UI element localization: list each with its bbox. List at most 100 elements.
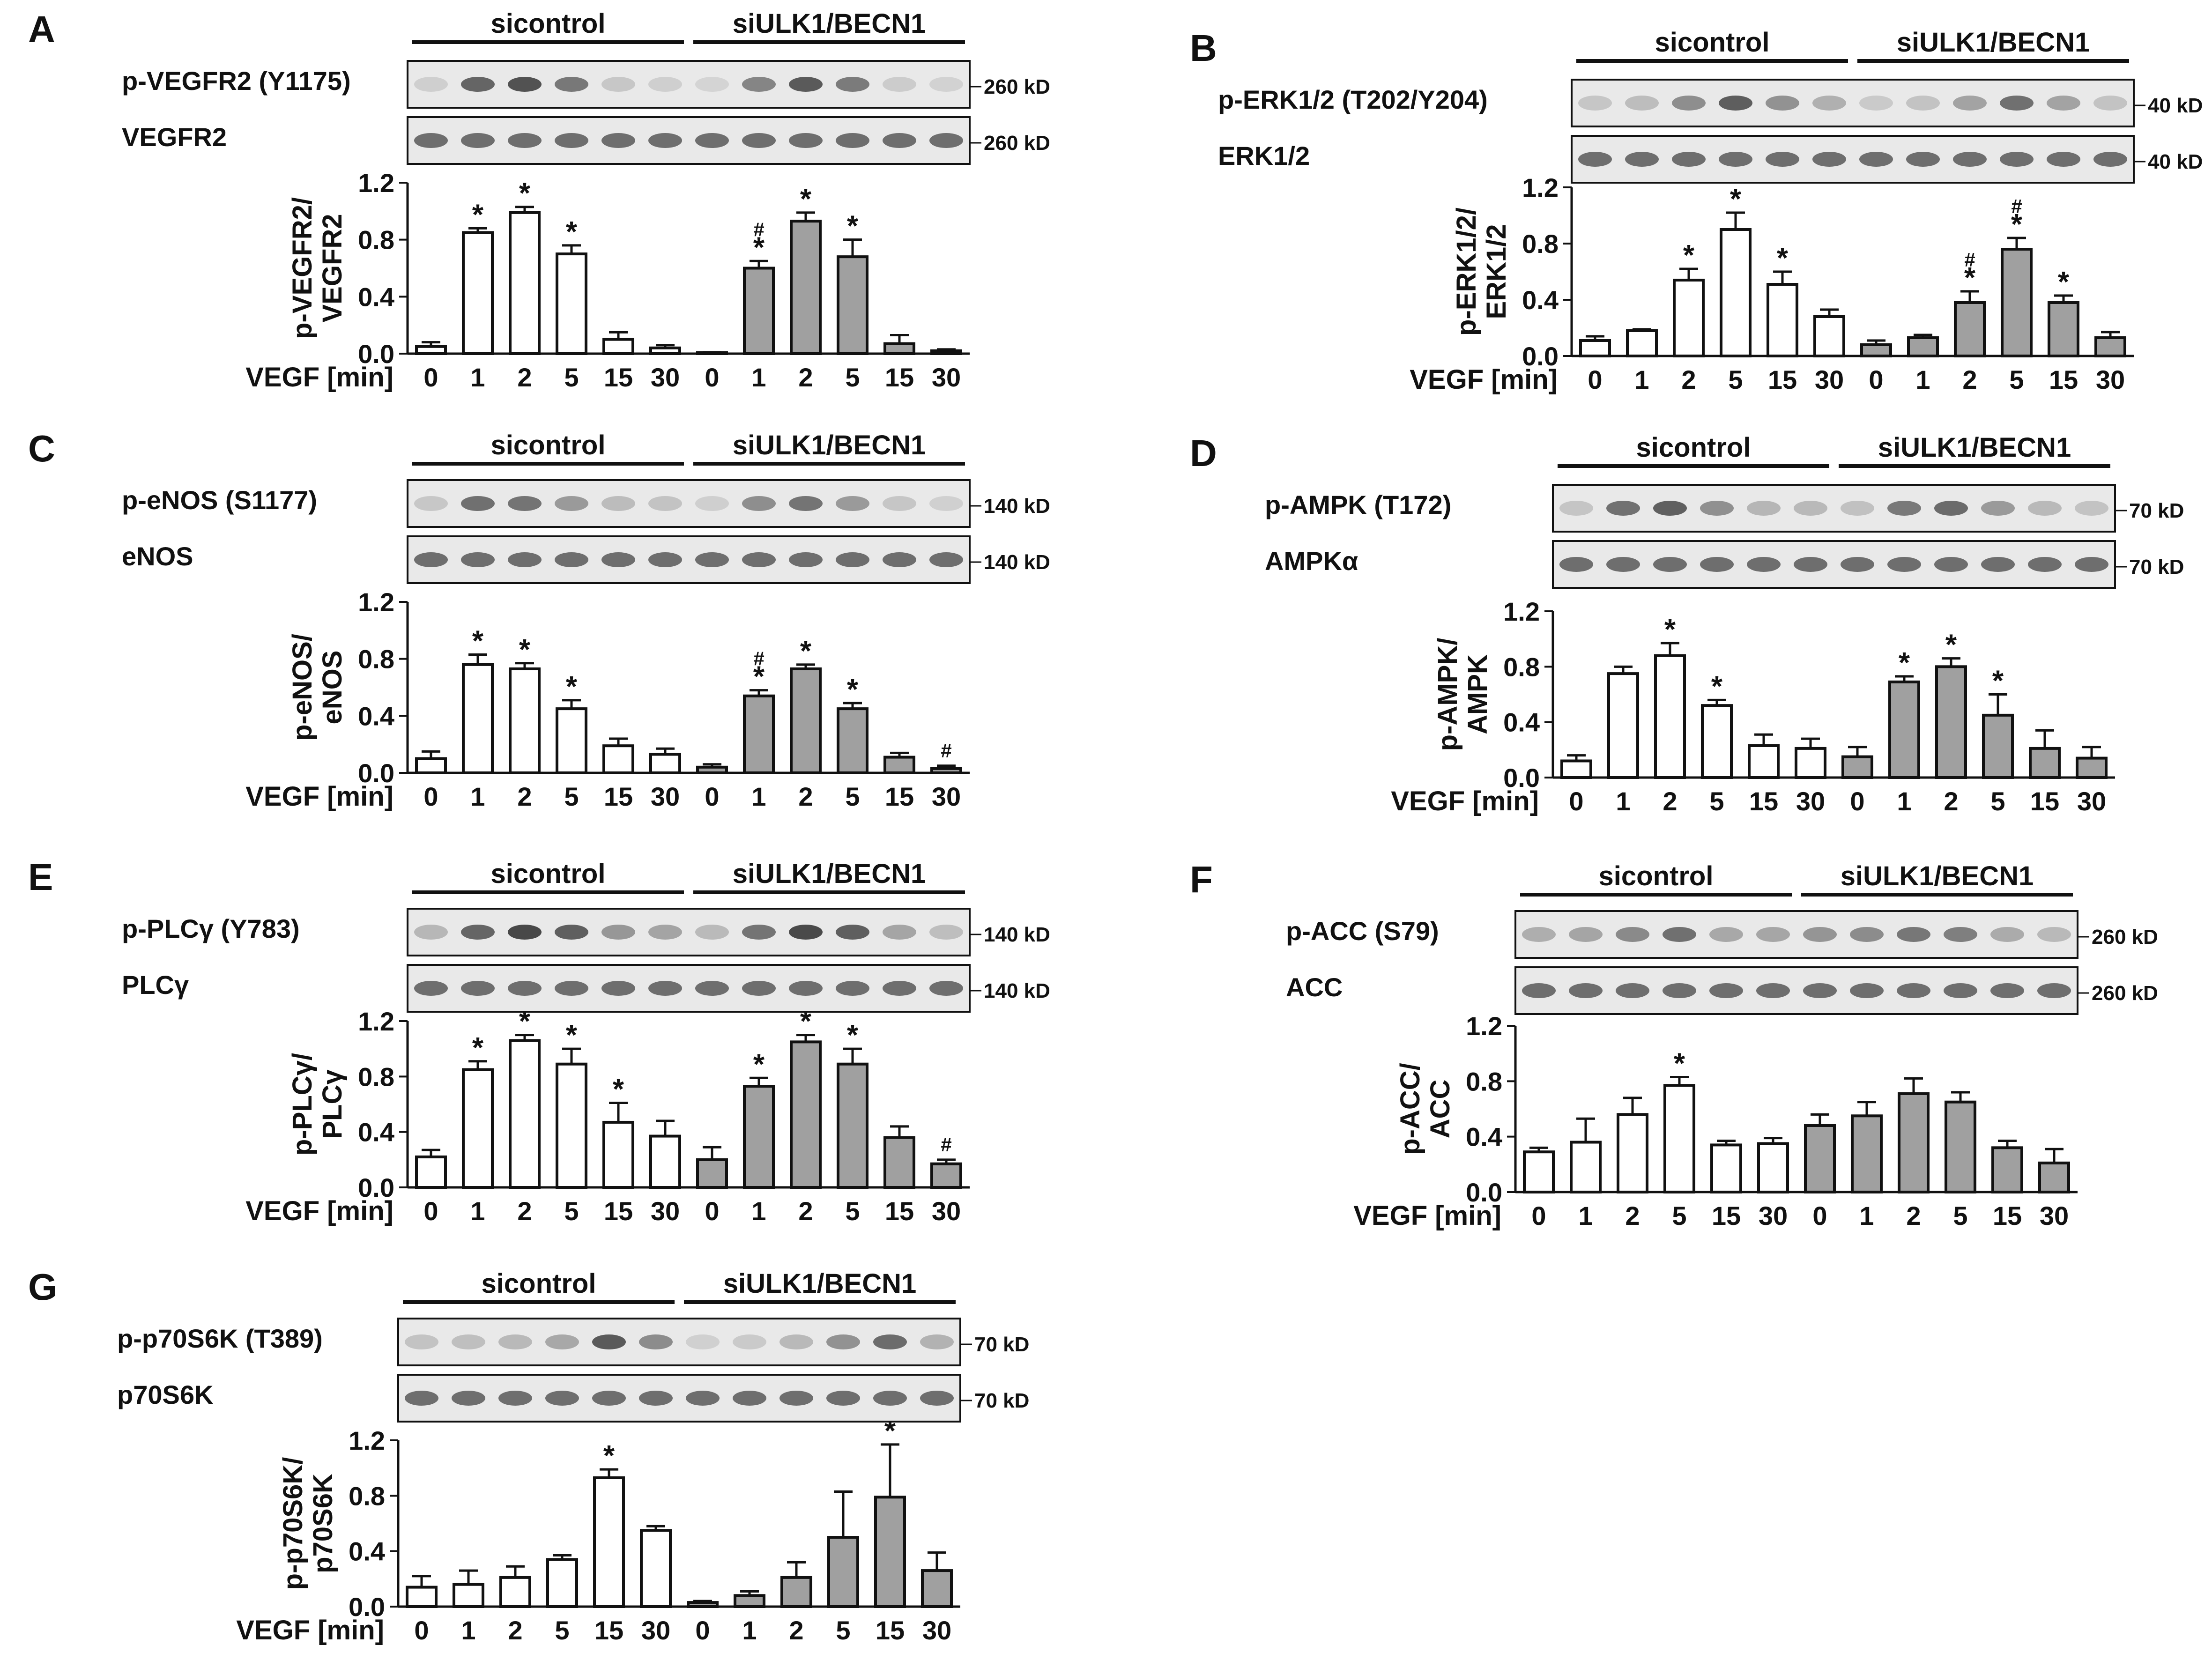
x-tick-label: 30 [932, 1196, 961, 1226]
blot-band [1616, 983, 1649, 998]
x-tick-label: 2 [1944, 786, 1958, 816]
x-tick-label: 5 [555, 1616, 569, 1645]
bar [509, 1039, 541, 1189]
blot-label: p-ACC (S79) [1286, 916, 1439, 946]
y-axis-label-line: AMPK [1462, 654, 1493, 734]
bar [780, 1576, 812, 1608]
blot-band [1766, 152, 1799, 167]
western-blot [407, 964, 971, 1013]
blot-band [555, 77, 588, 92]
bar [790, 220, 822, 355]
blot-band [873, 1334, 907, 1349]
western-blot [1552, 484, 2116, 533]
x-tick-label: 15 [604, 1196, 633, 1226]
significance-star: * [2011, 208, 2023, 241]
bar [649, 753, 681, 775]
x-tick-label: 5 [1728, 365, 1743, 394]
blot-band [461, 133, 495, 148]
blot-band [414, 981, 448, 996]
blot-band [592, 1391, 626, 1406]
bar [2048, 301, 2079, 357]
x-tick-label: 2 [508, 1616, 522, 1645]
x-tick-label: 30 [932, 363, 961, 392]
blot-band [1990, 983, 2024, 998]
y-tick-label: 0.0 [1522, 341, 1559, 371]
blot-band [742, 981, 776, 996]
bar [883, 342, 915, 355]
blot-band [405, 1391, 438, 1406]
blot-band [742, 925, 776, 940]
y-tick-label: 0.4 [358, 701, 394, 731]
blot-band [555, 496, 588, 511]
blot-band [1897, 927, 1930, 942]
blot-band [695, 77, 729, 92]
blot-label: p-eNOS (S1177) [122, 485, 317, 515]
bar [827, 1536, 859, 1608]
x-tick-label: 15 [885, 782, 914, 811]
blot-band [733, 1334, 766, 1349]
bar [743, 1085, 775, 1189]
significance-star: * [753, 661, 765, 693]
y-axis-label-line: p70S6K [308, 1474, 338, 1573]
blot-band [1653, 557, 1687, 572]
y-tick-label: 0.0 [358, 758, 394, 788]
x-tick-label: 1 [1616, 786, 1630, 816]
western-blot [1571, 79, 2135, 127]
significance-star: * [1777, 242, 1789, 274]
x-tick-label: 5 [1709, 786, 1724, 816]
blot-band [883, 552, 916, 567]
blot-band [1934, 501, 1968, 516]
bar [499, 1576, 531, 1608]
x-tick-label: 15 [876, 1616, 905, 1645]
significance-star: * [1992, 665, 2004, 697]
x-tick-label: 15 [1768, 365, 1797, 394]
blot-band [1756, 983, 1790, 998]
bar [1607, 672, 1639, 779]
y-axis-label: p-eNOS/eNOS [287, 634, 348, 741]
blot-band [1709, 983, 1743, 998]
panel-letter: D [1190, 432, 1217, 474]
blot-band [733, 1391, 766, 1406]
blot-band [1747, 557, 1781, 572]
x-tick-label: 1 [751, 363, 766, 392]
blot-band [1719, 152, 1752, 167]
x-tick-label: 1 [461, 1616, 475, 1645]
x-tick-label: 30 [1796, 786, 1825, 816]
significance-star: * [472, 1032, 484, 1064]
x-tick-label: 1 [470, 1196, 485, 1226]
blot-band [555, 552, 588, 567]
western-blot [397, 1374, 961, 1423]
bar [743, 694, 775, 774]
blot-band [1981, 557, 2015, 572]
blot-band [452, 1334, 485, 1349]
y-tick-label: 0.0 [349, 1592, 385, 1622]
y-tick-label: 0.0 [1466, 1178, 1502, 1207]
x-tick-label: 5 [845, 1196, 860, 1226]
bar [462, 1068, 494, 1189]
group-label-siulk1-becn1: siULK1/BECN1 [723, 1268, 917, 1299]
bar [1851, 1114, 1883, 1194]
blot-band [1606, 557, 1640, 572]
molecular-weight-marker: 140 kD [984, 495, 1050, 518]
y-tick-label: 0.0 [358, 1173, 394, 1202]
bar [921, 1569, 953, 1608]
y-tick-label: 0.8 [1466, 1067, 1502, 1096]
blot-band [836, 133, 869, 148]
blot-band [779, 1391, 813, 1406]
molecular-weight-marker: 140 kD [984, 979, 1050, 1002]
bar [790, 1040, 822, 1189]
blot-band [1663, 927, 1696, 942]
bar [1617, 1113, 1648, 1193]
x-tick-label: 5 [564, 782, 579, 811]
blot-band [1812, 152, 1846, 167]
bar [602, 744, 634, 775]
bar [883, 756, 915, 774]
blot-band [1606, 501, 1640, 516]
x-tick-label: 1 [1634, 365, 1649, 394]
blot-band [742, 552, 776, 567]
group-label-siulk1-becn1: siULK1/BECN1 [733, 430, 926, 460]
western-blot [397, 1318, 961, 1366]
blot-band [883, 496, 916, 511]
